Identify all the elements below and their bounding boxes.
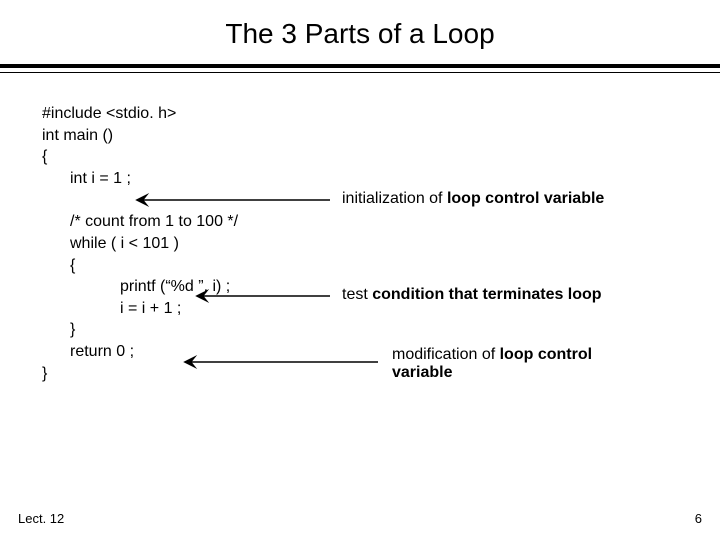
footer-right: 6 [695, 511, 702, 526]
code-line: while ( i < 101 ) [42, 233, 720, 255]
rule-thick [0, 64, 720, 68]
code-line: int main () [42, 125, 720, 147]
code-line: } [42, 319, 720, 341]
code-line: int i = 1 ; [42, 168, 720, 190]
annot-bold: variable [392, 364, 452, 381]
annot-text: test [342, 286, 372, 303]
annotation-test: test condition that terminates loop [342, 286, 602, 304]
code-line: { [42, 255, 720, 277]
annot-bold: loop control variable [447, 190, 604, 207]
code-line: } [42, 363, 720, 385]
annot-bold: loop control [500, 346, 592, 363]
code-line: /* count from 1 to 100 */ [42, 211, 720, 233]
annot-text: modification of [392, 346, 500, 363]
code-line: return 0 ; [42, 341, 720, 363]
annotation-modify: modification of loop control variable [392, 346, 592, 382]
annotation-init: initialization of loop control variable [342, 190, 604, 208]
content-area: #include <stdio. h> int main () { int i … [0, 73, 720, 384]
annot-bold: condition that terminates loop [372, 286, 601, 303]
annot-text: initialization of [342, 190, 447, 207]
footer-left: Lect. 12 [18, 511, 64, 526]
code-line: #include <stdio. h> [42, 103, 720, 125]
code-line: { [42, 146, 720, 168]
slide-title: The 3 Parts of a Loop [0, 0, 720, 64]
